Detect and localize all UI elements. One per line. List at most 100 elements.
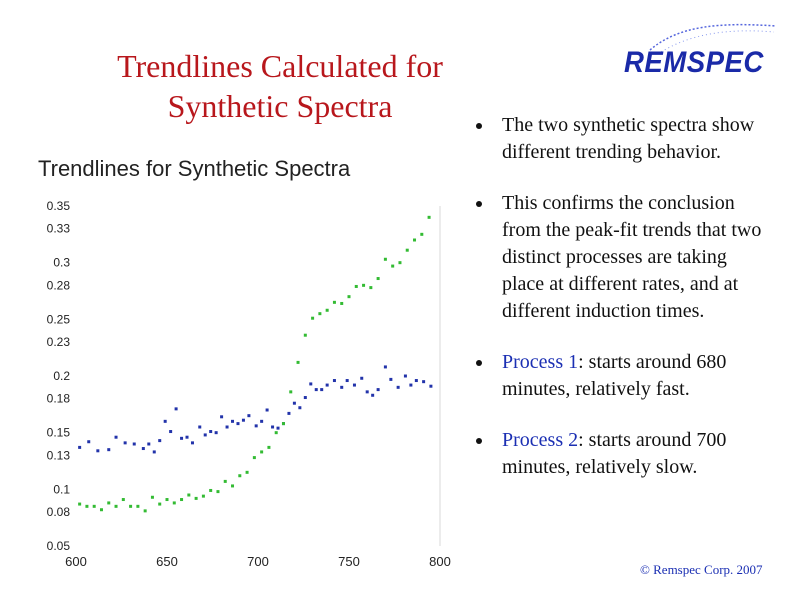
y-tick-label: 0.3 — [53, 256, 70, 270]
green-series-point — [150, 495, 154, 499]
bullet-dot-icon — [476, 360, 482, 366]
blue-series-point — [174, 407, 178, 411]
blue-series-point — [414, 379, 418, 383]
blue-series-point — [429, 384, 433, 388]
blue-series-point — [158, 439, 162, 443]
bullet-item-1: The two synthetic spectra show different… — [474, 112, 774, 166]
green-series-point — [391, 264, 395, 268]
bullet-dot-icon — [476, 438, 482, 444]
green-series-point — [427, 215, 431, 219]
blue-series-point — [163, 419, 167, 423]
green-series-point — [114, 504, 118, 508]
x-tick-label: 700 — [247, 554, 269, 569]
y-tick-label: 0.25 — [47, 312, 71, 326]
blue-series-point — [340, 385, 344, 389]
green-series-point — [223, 479, 227, 483]
copyright-footer: © Remspec Corp. 2007 — [640, 562, 763, 577]
slide-title-line1: Trendlines Calculated for — [117, 48, 443, 84]
green-series-point — [347, 295, 351, 299]
green-series-point — [413, 238, 417, 242]
green-series-point — [296, 360, 300, 364]
blue-series-point — [309, 382, 313, 386]
green-series-point — [405, 248, 409, 252]
blue-series-point — [376, 388, 380, 392]
green-series-point — [216, 490, 220, 494]
blue-series-point — [87, 440, 91, 444]
blue-series-point — [409, 383, 413, 387]
green-series-point — [311, 316, 315, 320]
y-tick-label: 0.05 — [47, 539, 71, 553]
bullet-text: The two synthetic spectra show different… — [502, 114, 755, 163]
blue-series-point — [132, 442, 136, 446]
y-tick-label: 0.15 — [47, 426, 71, 440]
blue-series-point — [360, 376, 364, 380]
green-series-point — [136, 504, 140, 508]
green-series-point — [354, 284, 358, 288]
x-tick-label: 750 — [338, 554, 360, 569]
y-tick-label: 0.33 — [47, 222, 71, 236]
green-series-point — [194, 496, 198, 500]
process-2-label: Process 2 — [502, 429, 579, 451]
blue-series-point — [352, 383, 356, 387]
green-series-point — [369, 286, 373, 290]
scatter-chart: 0.05 0.08 0.1 0.13 0.15 0.18 0.2 0.23 0.25 0.28 0.… — [47, 199, 451, 569]
green-series-point — [332, 300, 336, 304]
blue-series-point — [225, 425, 229, 429]
bullet-text: : starts around 680 minutes, relatively … — [502, 351, 727, 400]
green-series-point — [143, 509, 147, 513]
green-series-point — [325, 308, 329, 312]
y-tick-label: 0.13 — [47, 448, 71, 462]
blue-series-point — [236, 422, 240, 426]
blue-series-point — [276, 426, 280, 430]
logo-text: REMSPEC — [624, 46, 764, 79]
y-tick-label: 0.18 — [47, 392, 71, 406]
blue-series-point — [314, 388, 318, 392]
green-series-point — [340, 301, 344, 305]
blue-series-point — [198, 425, 202, 429]
y-tick-label: 0.28 — [47, 278, 71, 292]
y-tick-label: 0.08 — [47, 505, 71, 519]
green-series-point — [129, 504, 133, 508]
green-series-point — [165, 498, 169, 502]
blue-series-point — [209, 430, 213, 434]
blue-series-point — [303, 396, 307, 400]
blue-series-point — [241, 418, 245, 422]
green-series-point — [172, 501, 176, 505]
blue-series-point — [114, 435, 118, 439]
green-series-point — [201, 494, 205, 498]
blue-series-point — [78, 445, 82, 449]
blue-series-point — [260, 419, 264, 423]
y-tick-label: 0.23 — [47, 335, 71, 349]
chart-title: Trendlines for Synthetic Spectra — [38, 156, 351, 181]
green-series-point — [267, 445, 271, 449]
bullet-text: This confirms the conclusion from the pe… — [502, 192, 762, 322]
green-series-point — [260, 450, 264, 454]
green-series-point — [252, 456, 256, 460]
blue-series-point — [271, 425, 275, 429]
blue-series-point — [96, 449, 100, 453]
green-series-point — [420, 232, 424, 236]
x-tick-label: 600 — [65, 554, 87, 569]
green-series-point — [107, 501, 111, 505]
blue-series-point — [203, 433, 207, 437]
bullet-list: The two synthetic spectra show different… — [474, 112, 774, 505]
green-series-point — [289, 390, 293, 394]
blue-series-point — [396, 385, 400, 389]
blue-series-point — [292, 401, 296, 405]
green-series-point — [238, 474, 242, 478]
y-tick-label: 0.35 — [47, 199, 71, 213]
blue-series-point — [320, 388, 324, 392]
blue-series-point — [220, 415, 224, 419]
bullet-dot-icon — [476, 201, 482, 207]
blue-series-point — [325, 383, 329, 387]
blue-series-point — [265, 408, 269, 412]
x-tick-label: 800 — [429, 554, 451, 569]
green-series-point — [383, 257, 387, 261]
blue-series-point — [365, 390, 369, 394]
bullet-item-2: This confirms the conclusion from the pe… — [474, 190, 774, 325]
green-series-point — [318, 312, 322, 316]
process-1-label: Process 1 — [502, 351, 579, 373]
y-tick-label: 0.1 — [53, 482, 70, 496]
blue-series-point — [345, 379, 349, 383]
chart-container: 0.05 0.08 0.1 0.13 0.15 0.18 0.2 0.23 0.25 0.28 0.… — [0, 150, 470, 580]
